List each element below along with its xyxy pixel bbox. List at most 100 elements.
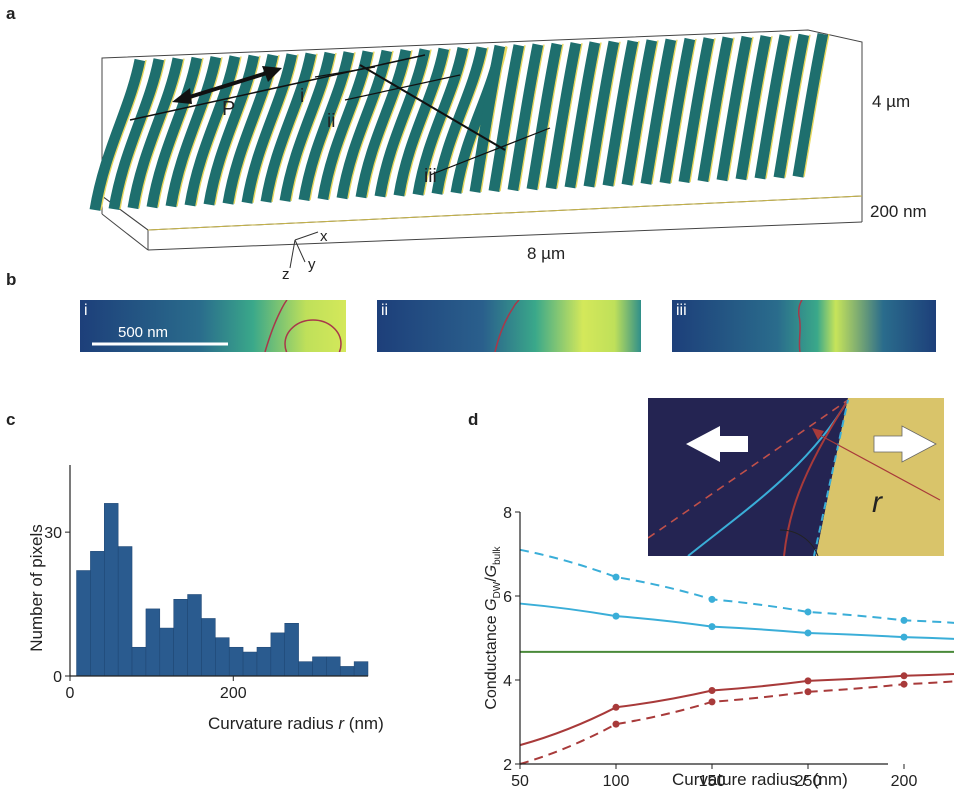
domain-wall-edge bbox=[765, 35, 792, 179]
d-ytick-label: 2 bbox=[503, 757, 512, 774]
domain-fiber bbox=[279, 51, 336, 202]
domain-fiber bbox=[716, 35, 753, 182]
data-point bbox=[708, 687, 716, 694]
axis-z-label: z bbox=[282, 266, 290, 283]
domain-fiber bbox=[773, 33, 810, 179]
data-point bbox=[804, 629, 812, 637]
dim-thickness: 200 nm bbox=[870, 202, 927, 221]
d-ylabel-dw: DW bbox=[492, 581, 504, 599]
panel-letter-a: a bbox=[6, 4, 16, 23]
d-xlabel-unit: (nm) bbox=[808, 770, 848, 789]
axis-y-label: y bbox=[308, 256, 316, 273]
polarization-label: P bbox=[222, 98, 236, 120]
domain-wall-edge bbox=[594, 41, 621, 187]
d-ytick-label: 4 bbox=[503, 673, 512, 690]
domain-fiber bbox=[298, 51, 355, 202]
d-xtick-label: 200 bbox=[891, 773, 918, 790]
inset-r-label: r bbox=[872, 486, 882, 519]
domain-wall-edge bbox=[613, 40, 640, 186]
c-xlabel-unit: (nm) bbox=[344, 714, 384, 733]
c-xtick-label: 200 bbox=[220, 685, 247, 702]
domain-fiber bbox=[545, 42, 582, 190]
d-ylabel-text: Conductance bbox=[482, 610, 500, 710]
scale-bar-label: 500 nm bbox=[118, 324, 169, 341]
series-line bbox=[519, 602, 954, 640]
d-xtick-label: 100 bbox=[603, 773, 630, 790]
domain-fiber bbox=[507, 43, 544, 192]
d-xtick-label: 50 bbox=[511, 773, 529, 790]
panel-a-figure bbox=[89, 29, 863, 269]
domain-fiber bbox=[735, 35, 772, 181]
c-ytick-label: 0 bbox=[53, 669, 62, 686]
domain-wall-edge bbox=[385, 49, 432, 197]
c-ytick-label: 30 bbox=[44, 525, 62, 542]
strip-iii: iii bbox=[672, 300, 936, 352]
domain-wall-edge bbox=[537, 43, 564, 190]
domain-fiber bbox=[640, 38, 677, 185]
domain-wall-edge bbox=[575, 42, 602, 188]
domain-wall-inset bbox=[648, 398, 944, 556]
c-xlabel-var: r bbox=[338, 714, 345, 733]
domain-fiber bbox=[431, 46, 488, 195]
panel-letter-d: d bbox=[468, 410, 479, 429]
d-ytick-label: 6 bbox=[503, 589, 512, 606]
data-point bbox=[612, 703, 620, 711]
data-point bbox=[612, 573, 620, 581]
domain-fiber bbox=[127, 57, 184, 210]
panel-letter-c: c bbox=[6, 410, 16, 429]
data-point bbox=[708, 698, 716, 706]
domain-wall-edge bbox=[119, 59, 166, 210]
domain-wall-edge bbox=[347, 50, 394, 199]
strip-i: i 500 nm bbox=[80, 300, 346, 352]
domain-fiber bbox=[89, 58, 146, 211]
domain-fiber bbox=[241, 53, 298, 204]
dim-length: 8 µm bbox=[527, 244, 566, 263]
domain-wall-edge bbox=[252, 54, 299, 203]
domain-wall-edge bbox=[100, 59, 147, 211]
dim-height: 4 µm bbox=[872, 92, 911, 111]
domain-fiber bbox=[526, 42, 563, 191]
c-xlabel: Curvature radius r (nm) bbox=[208, 714, 384, 734]
domain-wall-edge bbox=[480, 45, 507, 193]
domain-fiber bbox=[469, 44, 506, 193]
strip-ii: ii bbox=[377, 300, 641, 352]
data-point bbox=[708, 623, 716, 631]
data-point bbox=[804, 688, 812, 696]
domain-wall-edge bbox=[651, 39, 678, 185]
domain-fiber bbox=[393, 47, 450, 197]
d-ylabel-gbulk: G bbox=[482, 564, 500, 578]
right-arrow-icon bbox=[873, 425, 937, 463]
histogram-chart: 0 200 0 30 bbox=[44, 465, 369, 702]
domain-wall-edge bbox=[518, 44, 545, 191]
d-xtick-label: 250 bbox=[795, 773, 822, 790]
domain-wall-edge bbox=[366, 50, 413, 198]
domain-wall-edge bbox=[442, 47, 489, 194]
domain-wall-edge bbox=[556, 43, 583, 189]
domain-fiber bbox=[260, 52, 317, 203]
strip-tag-i: i bbox=[84, 302, 88, 319]
domain-fiber bbox=[659, 37, 696, 184]
domain-fiber bbox=[697, 36, 734, 183]
cut-label-iii: iii bbox=[424, 166, 437, 187]
domain-fiber bbox=[621, 39, 658, 186]
cut-label-i: i bbox=[300, 86, 305, 107]
domain-wall-edge bbox=[157, 57, 204, 208]
domain-wall-edge bbox=[271, 53, 318, 203]
d-xlabel-text: Curvature radius bbox=[672, 770, 803, 789]
c-xtick-label: 0 bbox=[66, 685, 75, 702]
domain-fiber bbox=[108, 58, 165, 211]
domain-wall-edge bbox=[290, 52, 337, 202]
data-point bbox=[900, 616, 908, 624]
d-ylabel-gdw: G bbox=[482, 598, 500, 611]
cut-label-ii: ii bbox=[327, 111, 336, 132]
d-ylabel: Conductance GDW/Gbulk bbox=[482, 546, 504, 710]
domain-wall-edge bbox=[423, 47, 470, 195]
domain-wall-edge bbox=[138, 58, 185, 209]
strip-tag-iii: iii bbox=[676, 302, 687, 319]
domain-fiber bbox=[203, 54, 260, 206]
domain-wall-edge bbox=[803, 33, 830, 177]
domain-wall-edge bbox=[689, 38, 716, 183]
data-point bbox=[804, 677, 812, 685]
data-point bbox=[708, 595, 716, 603]
